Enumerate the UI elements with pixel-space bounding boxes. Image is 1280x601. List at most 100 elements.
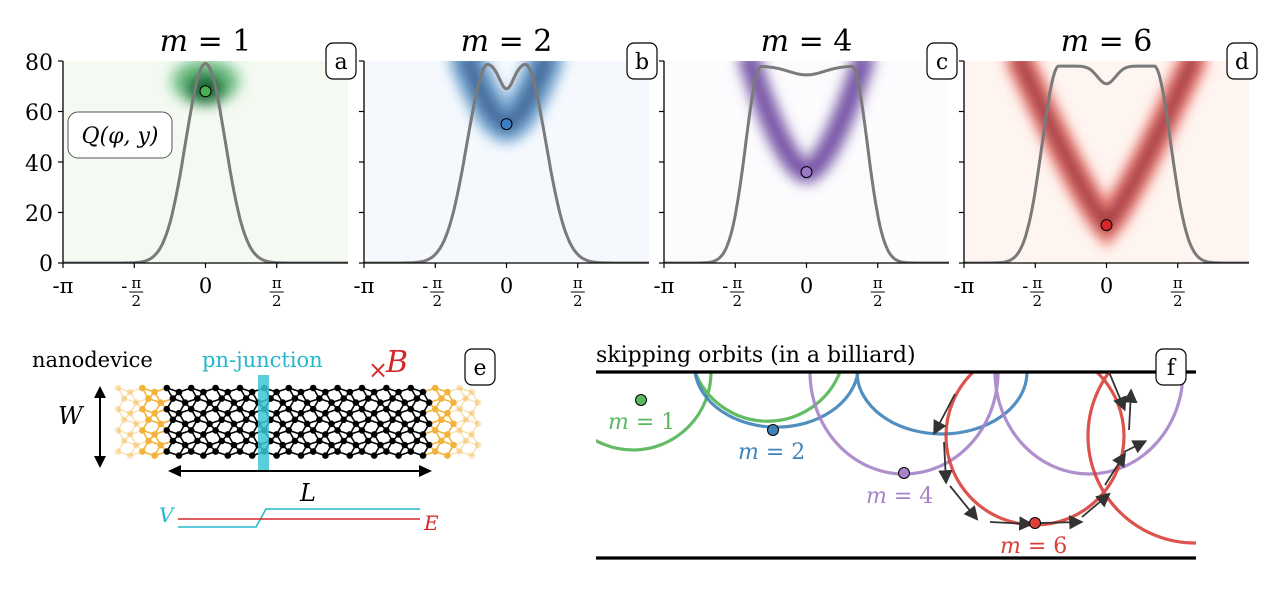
lattice-atom <box>377 420 384 428</box>
svg-text:-: - <box>422 276 428 297</box>
lattice-atom <box>163 448 171 455</box>
lattice-atom <box>419 452 427 459</box>
svg-text:π: π <box>1032 274 1042 292</box>
lattice-atom <box>322 452 329 459</box>
lattice-atom <box>431 448 439 455</box>
lattice-atom <box>316 416 323 424</box>
panel-label: b <box>635 50 649 75</box>
lattice-atom <box>291 437 299 445</box>
svg-text:π: π <box>432 274 442 292</box>
lattice-atom <box>236 448 244 455</box>
lattice-atom <box>456 427 463 434</box>
lattice-atom <box>194 416 201 424</box>
lattice-atom <box>285 384 293 392</box>
lattice-atom <box>206 420 213 428</box>
lattice-atom <box>340 395 348 402</box>
svg-text:-: - <box>722 276 728 297</box>
panel-label-box <box>325 42 357 80</box>
lattice-atom <box>377 399 384 406</box>
lattice-atom <box>187 448 195 455</box>
lattice-atom <box>364 437 372 445</box>
lattice-atom <box>126 452 134 459</box>
lattice-atom <box>474 441 482 449</box>
lattice-atom <box>194 437 201 445</box>
lattice-atom <box>175 431 183 438</box>
orbit-m4 <box>808 372 1185 476</box>
lattice-atom <box>383 405 390 413</box>
lattice-atom <box>297 409 305 417</box>
lattice-atom <box>468 409 476 417</box>
lattice-atom <box>242 395 250 402</box>
lattice-atom <box>114 384 122 392</box>
lattice-atom <box>175 409 183 417</box>
lattice-atom <box>444 431 451 438</box>
lattice-atom <box>279 441 287 449</box>
lattice-atom <box>462 437 470 445</box>
lattice-atom <box>224 409 232 417</box>
lattice-atom <box>468 452 476 459</box>
lattice-atom <box>401 399 409 406</box>
lattice-atom <box>346 452 354 459</box>
lattice-atom <box>120 437 128 445</box>
lattice-atom <box>309 384 317 392</box>
svg-text:2: 2 <box>432 292 442 310</box>
lattice-atom <box>163 384 171 392</box>
lattice-atom <box>346 431 354 438</box>
graphene-lattice <box>114 384 482 459</box>
lattice-atom <box>151 452 158 459</box>
orbit-marker-m6 <box>1029 517 1041 529</box>
x-tick-label: 0 <box>800 274 813 298</box>
x-tick-label: 0 <box>500 274 513 298</box>
panel-label: c <box>936 50 948 75</box>
lattice-atom <box>346 409 354 417</box>
lattice-atom <box>431 384 439 392</box>
lattice-atom <box>212 405 219 413</box>
lattice-atom <box>377 441 384 449</box>
lattice-atom <box>133 399 140 406</box>
lattice-atom <box>309 427 317 434</box>
lattice-atom <box>309 448 317 455</box>
envelope-curve <box>63 61 348 263</box>
width-arrow <box>94 386 106 468</box>
lattice-atom <box>212 384 219 392</box>
orbit-m6 <box>944 372 1196 545</box>
lattice-atom <box>322 431 329 438</box>
lattice-atom <box>297 431 305 438</box>
svg-text:2: 2 <box>573 292 583 310</box>
panel-title: m = 1 <box>160 24 252 59</box>
lattice-atom <box>248 388 256 396</box>
lattice-atom <box>431 427 439 434</box>
envelope-curve <box>964 64 1249 263</box>
lattice-atom <box>279 420 287 428</box>
x-tick-label: 0 <box>1100 274 1113 298</box>
lattice-atom <box>236 427 244 434</box>
length-label: L <box>299 479 316 507</box>
svg-text:π: π <box>1173 274 1183 292</box>
nanodevice-title: nanodevice <box>32 348 153 372</box>
lattice-atom <box>352 399 360 406</box>
panel-label: f <box>1167 356 1177 381</box>
lattice-atom <box>248 409 256 417</box>
lattice-atom <box>419 431 427 438</box>
lattice-atom <box>444 452 451 459</box>
lattice-atom <box>364 416 372 424</box>
lattice-atom <box>316 395 323 402</box>
lattice-atom <box>468 431 476 438</box>
lattice-atom <box>169 437 177 445</box>
lattice-atom <box>279 399 287 406</box>
panel-title: m = 6 <box>1061 24 1153 59</box>
panel-title: m = 4 <box>761 24 853 59</box>
lattice-atom <box>163 405 171 413</box>
panel-label: a <box>334 50 347 75</box>
lattice-atom <box>358 384 366 392</box>
lattice-atom <box>200 409 207 417</box>
lattice-atom <box>468 388 476 396</box>
lattice-atom <box>389 416 396 424</box>
lattice-atom <box>297 388 305 396</box>
lattice-atom <box>395 431 402 438</box>
lattice-atom <box>157 441 164 449</box>
lattice-atom <box>450 441 457 449</box>
lattice-atom <box>407 405 415 413</box>
x-tick-label: - π2 <box>1022 274 1045 310</box>
y-tick-label: 20 <box>25 202 53 227</box>
